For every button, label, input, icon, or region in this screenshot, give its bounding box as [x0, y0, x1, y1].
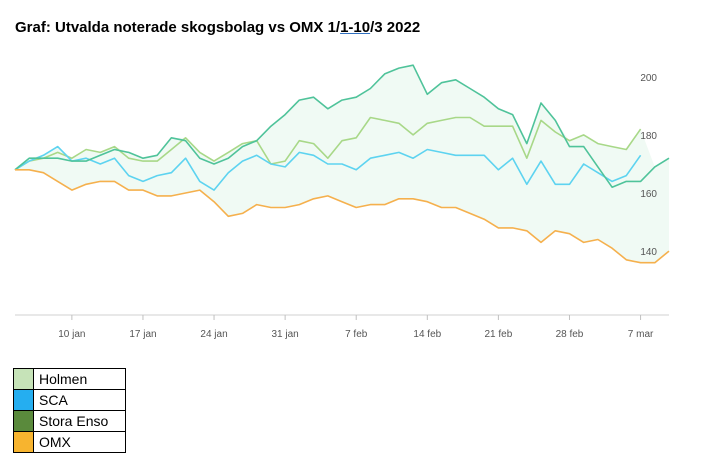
legend-item-holmen: Holmen: [13, 368, 126, 390]
y-tick-label: 140: [640, 247, 657, 258]
y-tick-label: 200: [640, 73, 657, 84]
legend-item-sca: SCA: [13, 389, 126, 411]
y-tick-label: 160: [640, 189, 657, 200]
legend-item-stora-enso: Stora Enso: [13, 410, 126, 432]
legend-swatch-stora-enso: [13, 410, 34, 432]
x-tick-label: 31 jan: [272, 329, 299, 340]
legend-label-omx: OMX: [33, 431, 126, 453]
legend-label-sca: SCA: [33, 389, 126, 411]
line-chart: 10 jan 17 jan 24 jan 31 jan 7 feb 14 feb 21 fe…: [14, 64, 670, 340]
y-tick-label: 180: [640, 131, 657, 142]
legend-swatch-omx: [13, 431, 34, 453]
x-tick-label: 21 feb: [484, 329, 512, 340]
x-tick-label: 28 feb: [556, 329, 584, 340]
legend-swatch-sca: [13, 389, 34, 411]
x-tick-label: 24 jan: [200, 329, 227, 340]
legend-swatch-holmen: [13, 368, 34, 390]
legend-label-holmen: Holmen: [33, 368, 126, 390]
x-tick-label: 17 jan: [129, 329, 156, 340]
series-line-omx: [15, 169, 670, 264]
x-tick-label: 14 feb: [413, 329, 441, 340]
legend: Holmen SCA Stora Enso OMX: [13, 368, 126, 453]
x-tick-label: 10 jan: [58, 329, 85, 340]
legend-label-stora-enso: Stora Enso: [33, 410, 126, 432]
series-line-sca: [14, 145, 642, 191]
x-tick-label: 7 feb: [345, 329, 368, 340]
legend-item-omx: OMX: [13, 431, 126, 453]
chart-title: Graf: Utvalda noterade skogsbolag vs OMX…: [15, 19, 421, 36]
series-line-stora-enso: [14, 64, 670, 188]
x-tick-label: 7 mar: [628, 329, 654, 340]
